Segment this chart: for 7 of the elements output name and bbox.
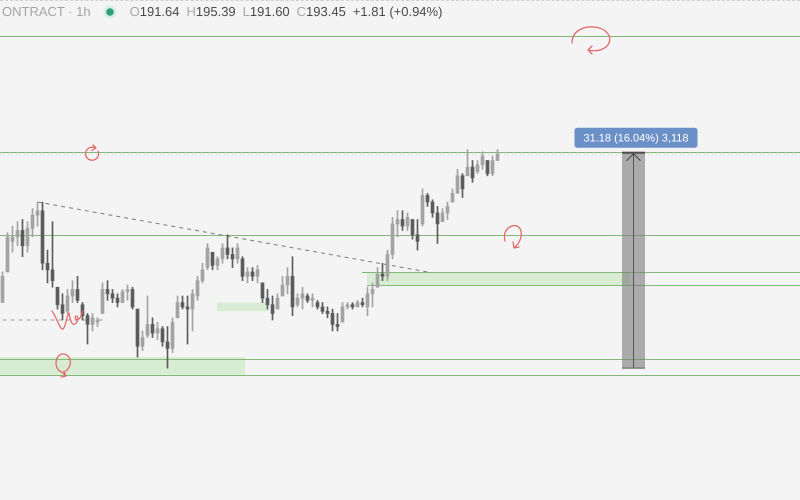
text: H195.39 xyxy=(186,4,236,19)
chart-title: ONTRACT · 1h xyxy=(2,4,91,20)
annotation: 31.18 (16.04%) 3,118 xyxy=(584,132,688,144)
text: L191.60 xyxy=(242,4,290,19)
text: +1.81 (+0.94%) xyxy=(352,4,442,20)
text: O191.64 xyxy=(130,4,180,19)
text: C193.45 xyxy=(296,4,346,19)
